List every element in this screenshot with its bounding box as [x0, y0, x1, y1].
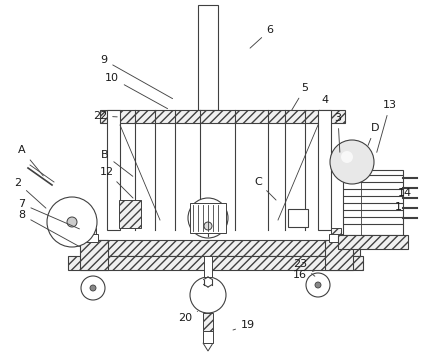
Text: 23: 23: [293, 259, 315, 276]
Bar: [190, 203, 226, 233]
Bar: [198, 5, 218, 110]
Text: 16: 16: [293, 270, 315, 280]
Bar: [204, 256, 212, 277]
Text: 22: 22: [93, 111, 117, 121]
Bar: [331, 228, 341, 242]
Text: B: B: [101, 150, 133, 176]
Bar: [203, 331, 213, 343]
Circle shape: [188, 198, 228, 238]
Text: 1: 1: [395, 202, 403, 218]
Text: 6: 6: [250, 25, 273, 48]
Text: 5: 5: [291, 83, 308, 111]
Bar: [86, 228, 96, 242]
Circle shape: [81, 276, 105, 300]
Bar: [100, 110, 345, 123]
Text: 13: 13: [377, 100, 397, 152]
Text: D: D: [368, 123, 379, 145]
Circle shape: [315, 282, 321, 288]
Text: 4: 4: [319, 95, 329, 111]
Text: 19: 19: [233, 320, 255, 330]
Bar: [343, 170, 403, 235]
Bar: [329, 234, 343, 242]
Circle shape: [67, 217, 77, 227]
Circle shape: [90, 285, 96, 291]
Circle shape: [47, 197, 97, 247]
Circle shape: [190, 277, 226, 313]
Circle shape: [330, 140, 374, 184]
Text: 14: 14: [398, 188, 412, 204]
Bar: [84, 234, 98, 242]
Text: 20: 20: [178, 311, 198, 323]
Bar: [68, 256, 363, 270]
Text: 7: 7: [19, 199, 79, 229]
Bar: [119, 200, 141, 228]
Bar: [318, 110, 331, 230]
Bar: [80, 240, 108, 270]
Bar: [338, 235, 408, 249]
Text: 10: 10: [105, 73, 167, 109]
Polygon shape: [203, 343, 213, 351]
Text: 2: 2: [15, 178, 46, 208]
Text: C: C: [254, 177, 276, 200]
Text: 12: 12: [100, 167, 133, 198]
Bar: [203, 313, 213, 331]
Bar: [85, 240, 360, 256]
Circle shape: [306, 273, 330, 297]
Text: 9: 9: [101, 55, 173, 99]
Text: 3: 3: [334, 113, 342, 152]
Circle shape: [341, 151, 353, 163]
Bar: [288, 209, 308, 227]
Circle shape: [204, 222, 212, 230]
Bar: [107, 110, 120, 230]
Text: A: A: [18, 145, 43, 176]
Bar: [325, 240, 353, 270]
Text: 8: 8: [19, 210, 80, 247]
